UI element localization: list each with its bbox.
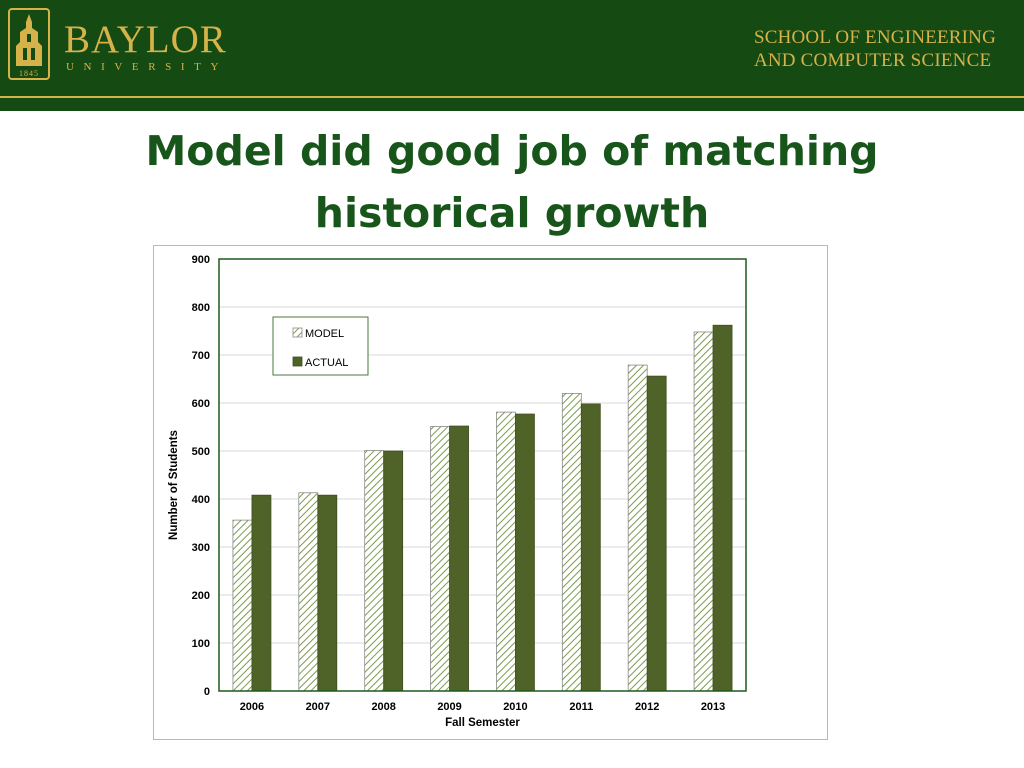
- chart-frame: 0 100 200 300 400 500 600 700 800 900 2006 2007 2008…: [153, 245, 828, 740]
- bar-actual-2008: [383, 450, 404, 692]
- legend-label-actual: ACTUAL: [305, 357, 348, 369]
- y-tick-label-200: 200: [192, 590, 210, 602]
- y-tick-label-100: 100: [192, 638, 210, 650]
- y-axis-title: Number of Students: [168, 430, 180, 540]
- bar-model-2008: [364, 450, 385, 692]
- x-tick-label-2010: 2010: [503, 701, 527, 713]
- bar-actual-2009: [449, 425, 469, 692]
- baylor-seal-icon: 1845: [8, 8, 50, 80]
- bar-model-2009: [430, 426, 450, 692]
- bar-actual-2012: [646, 375, 667, 692]
- legend-swatch-actual: [292, 356, 303, 367]
- y-tick-label-300: 300: [192, 542, 210, 554]
- x-tick-label-2011: 2011: [569, 701, 593, 713]
- bar-actual-2006: [251, 494, 272, 692]
- plot-area-border: [218, 258, 747, 692]
- school-name: SCHOOL OF ENGINEERING AND COMPUTER SCIEN…: [754, 26, 996, 72]
- bar-model-2007: [298, 492, 319, 692]
- y-tick-label-900: 900: [192, 254, 210, 266]
- slide-title-line2: historical growth: [314, 189, 710, 237]
- university-name: BAYLOR: [64, 18, 227, 61]
- bar-model-2010: [496, 411, 516, 692]
- bar-model-2012: [627, 364, 648, 692]
- x-tick-label-2009: 2009: [437, 701, 461, 713]
- university-subtitle: UNIVERSITY: [66, 61, 228, 73]
- x-tick-label-2008: 2008: [371, 701, 395, 713]
- x-tick-label-2013: 2013: [701, 701, 725, 713]
- y-tick-label-700: 700: [192, 350, 210, 362]
- header-gold-rule: [0, 96, 1024, 98]
- y-tick-label-800: 800: [192, 302, 210, 314]
- svg-text:1845: 1845: [19, 69, 39, 78]
- y-tick-label-0: 0: [204, 686, 210, 698]
- bar-chart: 0 100 200 300 400 500 600 700 800 900 2006 2007 2008…: [168, 254, 747, 729]
- legend-box: [272, 316, 369, 376]
- slide-title: Model did good job of matching historica…: [0, 120, 1024, 244]
- bar-actual-2013: [712, 324, 733, 692]
- header-bar: 1845 BAYLOR UNIVERSITY SCHOOL OF ENGINEE…: [0, 0, 1024, 96]
- y-tick-label-500: 500: [192, 446, 210, 458]
- bar-actual-2007: [317, 494, 338, 692]
- x-axis-title: Fall Semester: [445, 717, 520, 729]
- x-tick-label-2007: 2007: [306, 701, 330, 713]
- y-tick-label-600: 600: [192, 398, 210, 410]
- school-name-line1: SCHOOL OF ENGINEERING: [753, 27, 996, 48]
- y-tick-label-400: 400: [192, 494, 210, 506]
- legend-label-model: MODEL: [305, 328, 344, 340]
- legend-swatch-model: [292, 327, 303, 338]
- bar-actual-2010: [515, 413, 535, 692]
- slide-title-line1: Model did good job of matching: [145, 127, 879, 175]
- x-tick-label-2006: 2006: [240, 701, 264, 713]
- school-name-line2: AND COMPUTER SCIENCE: [753, 50, 992, 71]
- bar-model-2011: [561, 392, 582, 692]
- x-tick-label-2012: 2012: [635, 701, 659, 713]
- bar-model-2013: [693, 331, 714, 692]
- header-bottom-band: [0, 98, 1024, 111]
- bar-model-2006: [232, 519, 253, 692]
- bar-actual-2011: [580, 403, 601, 692]
